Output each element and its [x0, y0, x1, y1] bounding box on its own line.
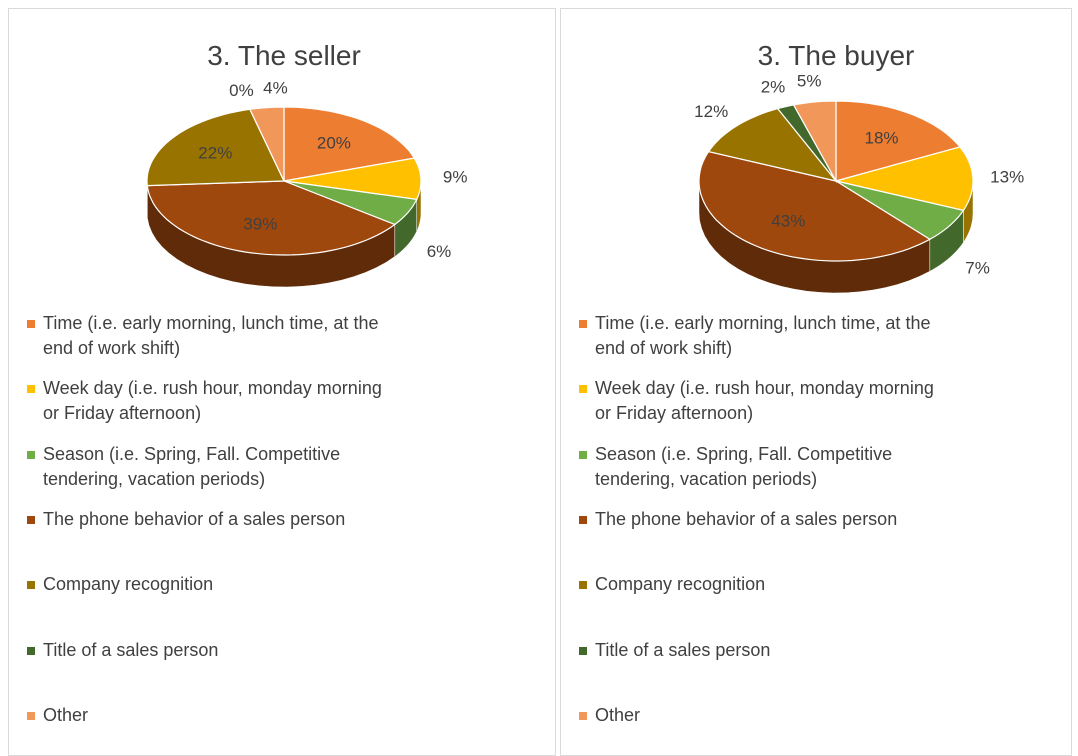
data-label: 12% — [694, 102, 728, 121]
chart-panel: 3. The buyer 18% 13% 7% 43% 12% 2% 5% Time (i.e.… — [560, 8, 1072, 756]
slice — [792, 100, 837, 184]
legend-swatch — [27, 450, 35, 459]
slice — [146, 180, 397, 256]
legend-item: Season (i.e. Spring, Fall. Competitive t… — [27, 442, 387, 492]
slice — [283, 106, 416, 182]
legend-label: Company recognition — [43, 574, 214, 595]
legend-swatch — [579, 711, 587, 720]
legend-item: Week day (i.e. rush hour, monday morning… — [579, 376, 939, 426]
legend-item: The phone behavior of a sales person — [27, 507, 387, 532]
slice — [835, 146, 974, 212]
slice — [283, 157, 422, 201]
legend-label: Time (i.e. early morning, lunch time, at… — [595, 313, 931, 358]
chart-title: 3. The seller — [207, 40, 361, 71]
legend-label: Week day (i.e. rush hour, monday morning… — [595, 378, 934, 424]
data-label: 9% — [443, 168, 468, 187]
legend-item: Time (i.e. early morning, lunch time, at… — [27, 311, 387, 361]
data-label: 43% — [771, 211, 805, 230]
legend-swatch — [579, 450, 587, 459]
data-label: 0% — [229, 81, 254, 100]
legend-item: Company recognition — [579, 572, 939, 597]
slice — [835, 100, 962, 182]
slice — [698, 150, 932, 262]
legend-item: Company recognition — [27, 572, 387, 597]
legend-item: Season (i.e. Spring, Fall. Competitive t… — [579, 442, 939, 492]
legend-item: Title of a sales person — [579, 638, 939, 663]
data-label: 5% — [797, 72, 822, 91]
legend-swatch — [579, 320, 587, 328]
legend-item: Time (i.e. early morning, lunch time, at… — [579, 311, 939, 361]
legend-swatch — [27, 646, 35, 655]
legend-label: The phone behavior of a sales person — [595, 508, 898, 529]
legend-item: Other — [579, 703, 939, 728]
legend-label: Other — [43, 704, 89, 725]
slice — [707, 107, 838, 182]
legend-label: Season (i.e. Spring, Fall. Competitive t… — [43, 443, 341, 489]
data-label: 22% — [198, 143, 232, 162]
legend-swatch — [579, 581, 587, 590]
data-label: 18% — [864, 129, 898, 148]
legend-swatch — [27, 711, 35, 720]
legend-item: The phone behavior of a sales person — [579, 507, 939, 532]
legend-swatch — [27, 385, 35, 394]
pie-chart: 3. The buyer 18% 13% 7% 43% 12% 2% 5% — [694, 40, 1024, 294]
data-label: 7% — [965, 259, 990, 278]
slice — [283, 180, 418, 226]
chart-panel: 3. The seller 20% 9% 6% 39% 22% 0% 4% Time (i.e.… — [8, 8, 556, 756]
legend-swatch — [579, 515, 587, 524]
legend-label: Title of a sales person — [43, 639, 219, 660]
legend-swatch — [27, 515, 35, 524]
legend-label: Time (i.e. early morning, lunch time, at… — [43, 313, 379, 358]
data-label: 2% — [761, 77, 786, 96]
legend-swatch — [579, 385, 587, 394]
legend-swatch — [27, 581, 35, 590]
legend-swatch — [579, 646, 587, 655]
slice — [835, 180, 965, 240]
legend-label: Title of a sales person — [595, 639, 771, 660]
legend-label: The phone behavior of a sales person — [43, 508, 346, 529]
pie-chart: 3. The seller 20% 9% 6% 39% 22% 0% 4% — [146, 40, 468, 288]
chart-title: 3. The buyer — [758, 40, 915, 71]
slice — [249, 106, 285, 182]
data-label: 20% — [317, 133, 351, 152]
data-label: 6% — [427, 242, 452, 261]
legend-label: Season (i.e. Spring, Fall. Competitive t… — [595, 443, 893, 489]
legend-item: Title of a sales person — [27, 638, 387, 663]
legend-item: Other — [27, 703, 387, 728]
legend-item: Week day (i.e. rush hour, monday morning… — [27, 376, 387, 426]
legend-swatch — [27, 320, 35, 328]
legend-label: Other — [595, 704, 641, 725]
slice — [146, 108, 285, 187]
data-label: 39% — [243, 215, 277, 234]
data-label: 4% — [263, 79, 288, 98]
data-label: 13% — [990, 167, 1024, 186]
legend-label: Company recognition — [595, 574, 766, 595]
legend-label: Week day (i.e. rush hour, monday morning… — [43, 378, 382, 424]
